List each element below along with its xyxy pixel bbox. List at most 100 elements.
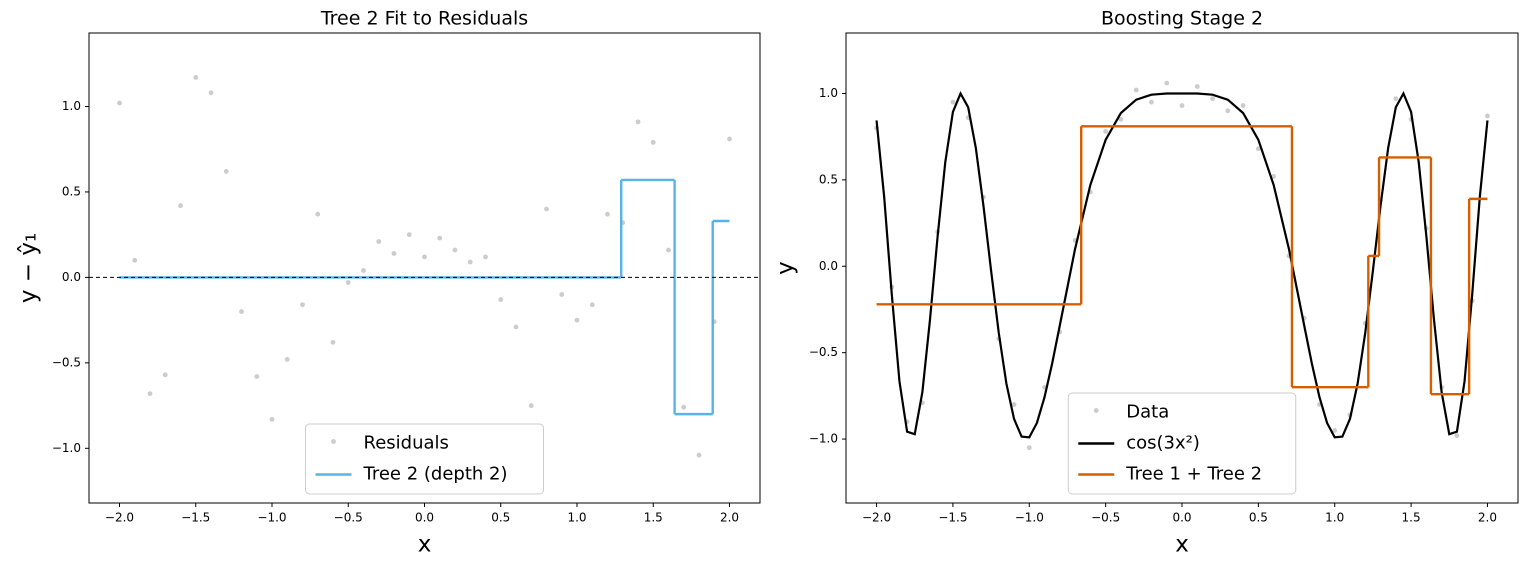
data-point: [1118, 116, 1124, 122]
y-tick-label: 1.0: [819, 86, 838, 100]
data-point: [269, 416, 275, 422]
data-point: [1225, 108, 1231, 114]
data-point: [437, 235, 443, 241]
y-axis-label: y − ŷ₁: [16, 233, 42, 303]
y-tick-label: 0.0: [62, 270, 81, 284]
data-point: [1485, 113, 1490, 119]
data-point: [147, 391, 153, 397]
x-tick-label: −2.0: [862, 511, 891, 525]
data-point: [132, 257, 138, 263]
x-tick-label: 1.0: [567, 511, 586, 525]
x-tick-label: 1.5: [644, 511, 663, 525]
data-point: [208, 90, 214, 96]
subplot: Tree 2 Fit to Residuals x y − ŷ₁ −2.0 −1.5 −1…: [16, 8, 761, 558]
subplot: Boosting Stage 2 x y −2.0 −1.5 −1.0 −0.5 0.0 0.5…: [773, 8, 1519, 558]
x-tick-label: −0.5: [334, 511, 363, 525]
data-point: [117, 100, 122, 106]
x-tick-label: 2.0: [1478, 511, 1497, 525]
legend-box: [305, 423, 544, 495]
data-point: [162, 372, 168, 378]
y-tick-label: 0.5: [819, 172, 838, 186]
legend-marker: [331, 439, 336, 444]
x-tick-label: 2.0: [720, 511, 739, 525]
data-point: [1026, 445, 1032, 451]
x-axis-label: x: [1175, 532, 1189, 558]
data-point: [406, 232, 412, 238]
x-tick-label: −1.0: [257, 511, 286, 525]
y-tick-label: −0.5: [809, 345, 838, 359]
data-point: [178, 203, 183, 209]
data-point: [950, 99, 956, 105]
data-point: [1011, 402, 1017, 407]
data-point: [376, 239, 382, 244]
data-point: [391, 251, 397, 256]
data-point: [1271, 174, 1277, 179]
legend-label: Tree 1 + Tree 2: [1125, 464, 1262, 485]
data-point: [681, 404, 687, 410]
legend: Data cos(3x²) Tree 1 + Tree 2: [1067, 392, 1297, 495]
data-point: [544, 206, 549, 212]
data-point: [345, 280, 351, 285]
y-tick-label: 1.0: [62, 99, 81, 113]
x-tick-label: −1.5: [938, 511, 967, 525]
data-point: [528, 403, 534, 408]
data-point: [1255, 146, 1261, 152]
y-tick-label: −1.0: [809, 432, 838, 446]
data-point: [574, 317, 580, 323]
data-point: [284, 357, 290, 362]
data-point: [467, 259, 473, 265]
data-point: [1194, 84, 1200, 89]
data-point: [1179, 103, 1185, 108]
y-tick-label: 0.0: [819, 259, 838, 273]
x-tick-label: 1.5: [1402, 511, 1421, 525]
x-tick-label: 0.5: [491, 511, 510, 525]
data-point: [422, 254, 427, 260]
data-point: [315, 211, 321, 217]
x-tick-label: 1.0: [1325, 511, 1344, 525]
y-tick-label: −0.5: [52, 355, 81, 369]
legend-label: cos(3x²): [1126, 433, 1200, 454]
chart-title: Tree 2 Fit to Residuals: [320, 8, 528, 30]
data-point: [666, 247, 671, 253]
plot-area: [874, 80, 1490, 451]
line: [875, 90, 1489, 439]
data-point: [1149, 99, 1154, 105]
data-point: [498, 297, 504, 303]
data-point: [1332, 428, 1338, 433]
data-point: [1210, 96, 1215, 102]
axes-frame: [88, 32, 761, 504]
data-point: [1240, 103, 1246, 108]
data-point: [635, 119, 641, 125]
legend-label: Data: [1126, 402, 1169, 423]
data-point: [650, 139, 656, 145]
legend-marker: [1093, 408, 1099, 413]
data-point: [223, 169, 229, 174]
x-tick-label: 0.0: [415, 511, 434, 525]
x-tick-label: 0.0: [1172, 511, 1191, 525]
axes-frame: [845, 32, 1519, 504]
y-tick-label: −1.0: [52, 441, 81, 455]
y-tick-label: 0.5: [62, 184, 81, 198]
data-point: [727, 136, 732, 142]
x-tick-label: −1.0: [1015, 511, 1044, 525]
data-point: [452, 247, 458, 253]
data-point: [1393, 96, 1399, 102]
x-tick-label: −0.5: [1091, 511, 1120, 525]
data-point: [513, 324, 519, 330]
data-point: [1454, 433, 1460, 439]
data-point: [239, 309, 244, 314]
data-point: [300, 302, 305, 308]
data-point: [696, 452, 702, 458]
data-point: [483, 254, 488, 260]
legend-label: Residuals: [364, 433, 449, 454]
data-point: [589, 302, 595, 308]
chart-title: Boosting Stage 2: [1101, 8, 1263, 30]
plot-area: [89, 75, 760, 458]
y-axis-label: y: [773, 261, 799, 275]
data-point: [254, 374, 260, 379]
legend-label: Tree 2 (depth 2): [363, 464, 508, 485]
x-tick-label: 0.5: [1249, 511, 1268, 525]
legend-box: [1067, 392, 1297, 495]
data-point: [605, 211, 610, 217]
x-tick-label: −1.5: [181, 511, 210, 525]
